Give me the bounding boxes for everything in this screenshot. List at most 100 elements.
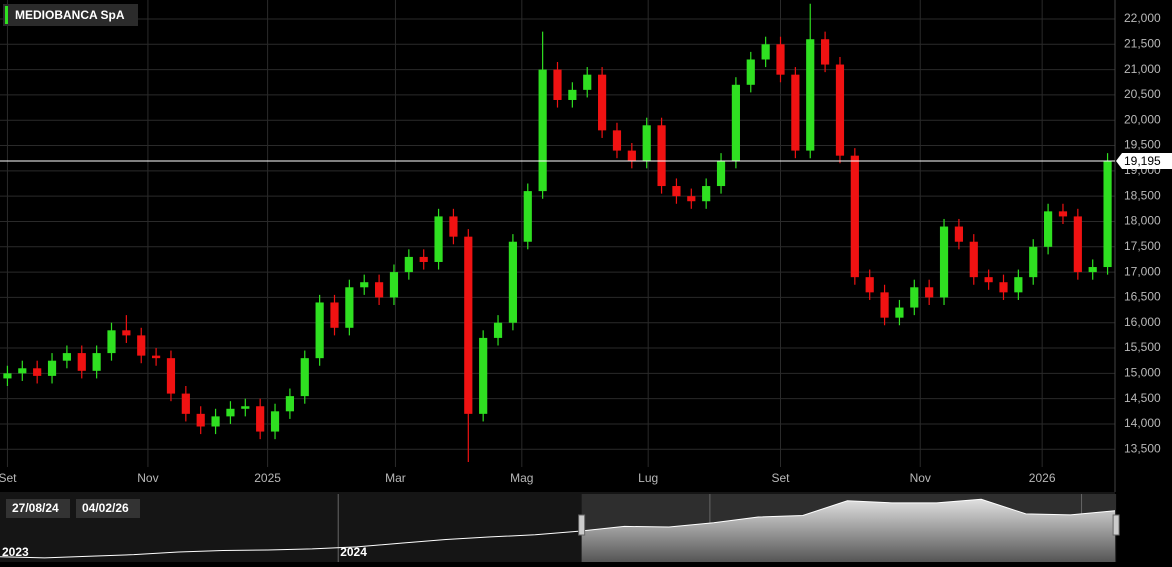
candle-body	[18, 368, 27, 374]
navigator-handle[interactable]	[1112, 514, 1120, 536]
candle-body	[92, 353, 101, 371]
x-tick-label: Lug	[638, 471, 658, 485]
candle-body	[300, 358, 309, 397]
candle-body	[330, 302, 339, 328]
x-tick-label: Nov	[910, 471, 931, 485]
candle-body	[166, 358, 176, 394]
y-tick-label: 17,500	[1124, 239, 1161, 253]
candle-body	[226, 408, 235, 417]
y-tick-label: 16,000	[1124, 315, 1161, 329]
candle-body	[568, 89, 577, 100]
navigator-tick-label: 2024	[340, 545, 367, 559]
candle-body	[33, 368, 42, 376]
candle-body	[954, 226, 963, 242]
y-tick-label: 14,000	[1124, 416, 1161, 430]
candle-body	[404, 256, 413, 273]
candle-body	[1044, 211, 1053, 247]
candle-body	[479, 337, 488, 414]
navigator-handle[interactable]	[578, 514, 586, 536]
range-label-bg	[76, 499, 140, 518]
candle-body	[1058, 211, 1068, 217]
candle-body	[464, 236, 473, 414]
candle-body	[62, 353, 71, 361]
candle-body	[122, 330, 131, 336]
candle-body	[925, 287, 934, 298]
candle-body	[523, 191, 532, 242]
candle-body	[538, 69, 547, 192]
last-price-label: 19,195	[1124, 154, 1161, 168]
y-tick-label: 13,500	[1124, 441, 1161, 455]
candle-body	[999, 282, 1008, 293]
candle-body	[256, 406, 265, 432]
candle-body	[731, 84, 740, 161]
candle-body	[791, 74, 800, 151]
candle-body	[687, 196, 696, 202]
y-tick-label: 21,500	[1124, 36, 1161, 50]
candle-body	[939, 226, 949, 298]
candle-body	[419, 256, 428, 262]
candle-body	[270, 411, 280, 432]
candle-body	[865, 277, 874, 293]
y-tick-label: 22,000	[1124, 11, 1161, 25]
y-tick-label: 20,500	[1124, 87, 1161, 101]
y-tick-label: 18,000	[1124, 214, 1161, 228]
candle-body	[315, 302, 324, 359]
candle-body	[702, 186, 711, 202]
y-tick-label: 18,500	[1124, 188, 1161, 202]
navigator-line	[0, 498, 1116, 559]
candle-body	[211, 416, 220, 427]
title-marker	[5, 6, 8, 24]
y-tick-label: 14,500	[1124, 391, 1161, 405]
candle-body	[910, 287, 919, 308]
candle-body	[1103, 160, 1112, 268]
candle-body	[895, 307, 904, 318]
range-label: 27/08/24	[12, 501, 59, 515]
candle-body	[850, 155, 859, 278]
candle-body	[1029, 246, 1038, 278]
candle-body	[3, 373, 12, 379]
candle-body	[77, 353, 86, 371]
y-tick-label: 15,000	[1124, 366, 1161, 380]
candle-body	[152, 355, 161, 359]
candle-body	[776, 44, 785, 75]
candle-body	[375, 282, 384, 298]
candle-body	[746, 59, 755, 85]
x-tick-label: Set	[0, 471, 17, 485]
candle-body	[434, 216, 443, 262]
candle-body	[389, 272, 399, 298]
range-label-bg	[6, 499, 70, 518]
candle-body	[508, 241, 517, 323]
last-price-badge	[1116, 152, 1172, 169]
y-tick-label: 21,000	[1124, 62, 1161, 76]
x-tick-label: Mag	[510, 471, 533, 485]
candle-body	[553, 69, 562, 100]
navigator-tick-label: 2023	[2, 545, 29, 559]
candle-body	[612, 130, 622, 151]
candle-body	[761, 44, 770, 60]
candle-body	[285, 396, 294, 412]
candle-body	[449, 216, 458, 237]
candle-body	[107, 330, 116, 354]
navigator-area	[581, 499, 1115, 562]
candle-body	[47, 360, 57, 376]
candle-body	[880, 292, 889, 318]
chart-title: MEDIOBANCA SpA	[15, 8, 125, 22]
candle-body	[493, 322, 503, 338]
candle-body	[345, 287, 354, 328]
candle-body	[969, 241, 978, 278]
x-tick-label: Nov	[137, 471, 158, 485]
candle-body	[716, 160, 726, 187]
candle-body	[672, 186, 681, 197]
candle-body	[984, 277, 993, 283]
y-tick-label: 16,500	[1124, 290, 1161, 304]
title-bg	[3, 4, 138, 26]
y-tick-label: 15,500	[1124, 340, 1161, 354]
candle-body	[1073, 216, 1082, 273]
x-tick-label: Mar	[385, 471, 406, 485]
candle-body	[806, 39, 815, 151]
candle-body	[137, 335, 146, 356]
candle-body	[241, 406, 250, 409]
candle-body	[1088, 267, 1097, 273]
